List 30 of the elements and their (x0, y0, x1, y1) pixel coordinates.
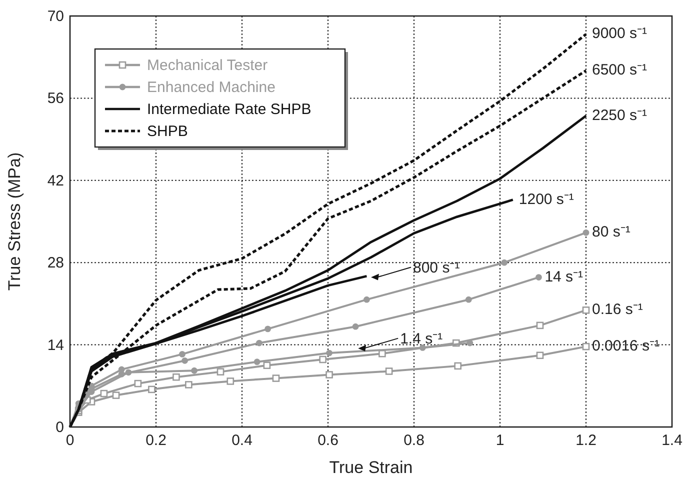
y-axis-title: True Stress (MPa) (5, 152, 24, 291)
x-tick-label: 1.4 (662, 432, 682, 449)
x-tick-label: 0.8 (404, 432, 424, 449)
annotation: 0.16 s⁻¹ (592, 301, 643, 318)
annotation: 1200 s⁻¹ (518, 190, 574, 208)
x-tick-label: 0.2 (146, 432, 166, 449)
x-tick-label: 0.4 (232, 432, 252, 449)
x-tick-label: 0 (66, 432, 74, 449)
annotation: 800 s⁻¹ (413, 259, 460, 276)
annotation: 2250 s⁻¹ (592, 106, 648, 124)
x-axis-title: True Strain (329, 458, 413, 477)
annotation: 80 s⁻¹ (592, 224, 630, 241)
legend-label: Intermediate Rate SHPB (147, 101, 312, 118)
annotation: 0.0016 s⁻¹ (592, 338, 660, 355)
x-tick-label: 1 (496, 432, 504, 449)
annotation: 14 s⁻¹ (544, 268, 584, 286)
x-tick-label: 0.6 (318, 432, 338, 449)
y-tick-label: 56 (47, 90, 64, 108)
legend-label: SHPB (147, 123, 188, 140)
annotation: 1.4 s⁻¹ (400, 330, 443, 348)
annotation: 6500 s⁻¹ (592, 62, 648, 79)
y-tick-label: 28 (47, 254, 64, 272)
legend-label: Enhanced Machine (147, 79, 276, 96)
x-tick-label: 1.2 (576, 432, 596, 449)
legend-label: Mechanical Tester (147, 57, 268, 74)
annotation: 9000 s⁻¹ (592, 25, 648, 42)
y-tick-label: 0 (56, 419, 64, 436)
y-tick-label: 42 (47, 172, 64, 190)
y-tick-label: 70 (47, 8, 64, 25)
y-tick-label: 14 (47, 336, 64, 354)
